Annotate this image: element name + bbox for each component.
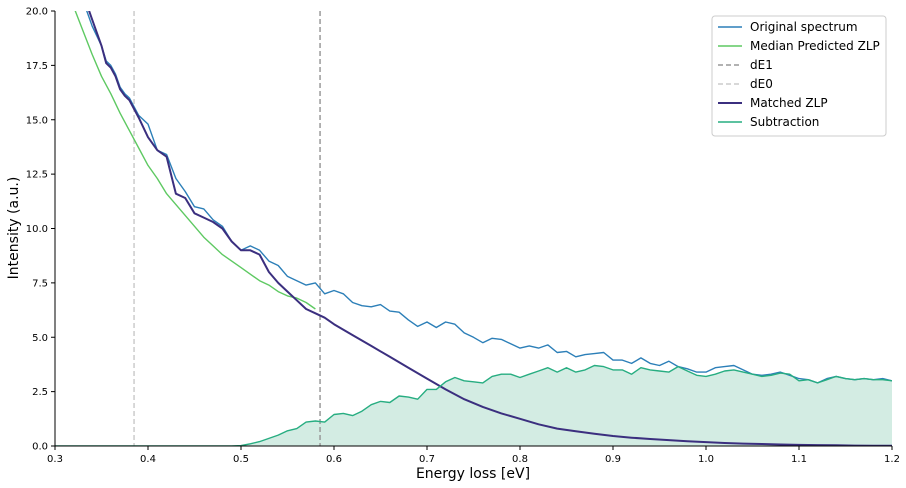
x-tick-label: 1.2 (884, 454, 900, 465)
y-tick-label: 15.0 (26, 115, 48, 126)
subtraction-series-line (55, 364, 892, 446)
matched-series-line (88, 11, 892, 446)
x-tick-label: 1.0 (698, 454, 714, 465)
y-axis-title: Intensity (a.u.) (6, 177, 22, 280)
legend-label-median_zlp: Median Predicted ZLP (750, 39, 880, 53)
x-tick-label: 0.4 (140, 454, 156, 465)
median_zlp-series-line (74, 11, 316, 310)
y-tick-label: 17.5 (26, 61, 48, 72)
x-tick-label: 0.8 (512, 454, 528, 465)
subtraction-fill-layer (55, 365, 892, 446)
legend-label-subtraction: Subtraction (750, 115, 819, 129)
y-ticks: 0.0 2.5 5.0 7.5 10.0 12.5 15.0 17.5 20.0 (26, 7, 55, 453)
y-tick-label: 20.0 (26, 7, 48, 18)
x-tick-label: 0.9 (605, 454, 621, 465)
series-layer (55, 11, 892, 446)
y-tick-label: 0.0 (32, 442, 48, 453)
y-tick-label: 5.0 (32, 333, 48, 344)
x-ticks: 0.3 0.4 0.5 0.6 0.7 0.8 0.9 1.0 1.1 1.2 (47, 446, 900, 465)
legend-box (711, 15, 887, 137)
y-tick-label: 7.5 (32, 278, 48, 289)
subtraction-area (55, 365, 892, 446)
legend-label-de0: dE0 (750, 77, 773, 91)
legend-label-original: Original spectrum (750, 20, 858, 34)
y-tick-label: 10.0 (26, 224, 48, 235)
x-tick-label: 0.6 (326, 454, 342, 465)
x-tick-label: 0.7 (419, 454, 435, 465)
x-tick-label: 1.1 (791, 454, 807, 465)
legend-label-de1: dE1 (750, 58, 773, 72)
reference-lines (133, 11, 321, 446)
x-tick-label: 0.5 (233, 454, 249, 465)
x-axis-title: Energy loss [eV] (416, 466, 530, 482)
y-tick-label: 2.5 (32, 387, 48, 398)
legend: Original spectrum Median Predicted ZLP dE1… (711, 15, 887, 137)
x-tick-label: 0.3 (47, 454, 63, 465)
y-tick-label: 12.5 (26, 170, 48, 181)
legend-label-matched: Matched ZLP (750, 96, 828, 110)
